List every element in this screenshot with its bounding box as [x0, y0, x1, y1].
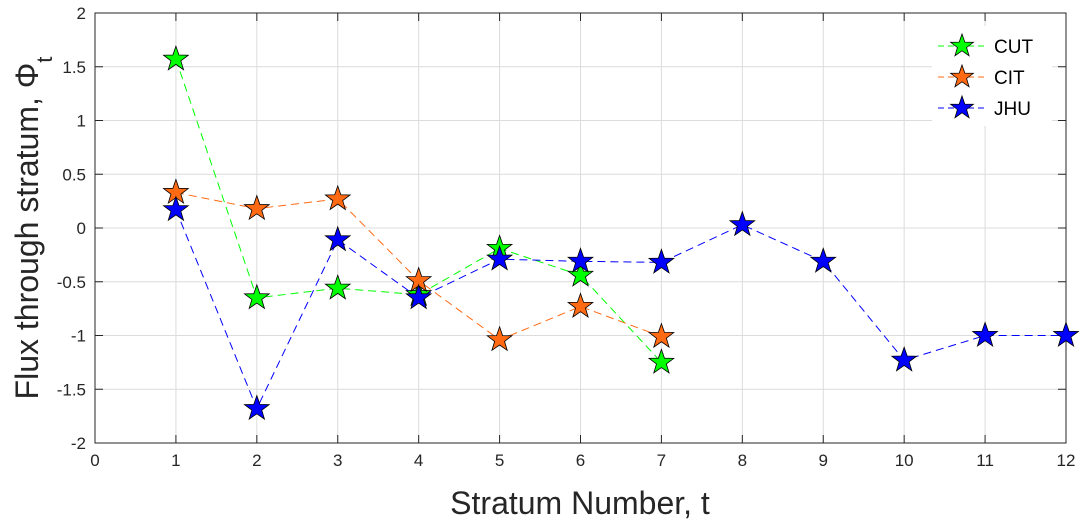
x-tick-label: 1 [171, 451, 180, 470]
star-marker [566, 292, 595, 318]
legend-label: CIT [994, 68, 1025, 89]
star-marker [647, 348, 675, 374]
x-tick-label: 9 [819, 451, 828, 470]
star-marker [1052, 321, 1080, 348]
y-tick-label: 2 [77, 4, 86, 23]
y-tick-label: 0 [77, 219, 86, 238]
legend-box [932, 26, 1052, 126]
legend-label: JHU [994, 99, 1031, 120]
star-marker [324, 184, 352, 211]
y-tick-label: -1 [71, 327, 86, 346]
x-tick-label: 6 [576, 451, 585, 470]
axes [94, 12, 1067, 444]
x-axis-title: Stratum Number, t [450, 485, 710, 521]
x-tick-label: 3 [333, 451, 342, 470]
series-line [175, 209, 1066, 410]
legend-star-icon [949, 94, 975, 119]
star-marker [243, 283, 271, 310]
star-marker [243, 394, 271, 421]
x-tick-label: 7 [657, 451, 666, 470]
star-marker [486, 244, 514, 271]
y-tick-label: -2 [71, 434, 86, 453]
series-cit [162, 178, 675, 352]
x-tick-label: 8 [738, 451, 747, 470]
star-marker [162, 45, 190, 71]
data-series [162, 45, 1080, 421]
star-marker [647, 248, 675, 274]
y-tick-label: -0.5 [57, 273, 86, 292]
star-marker [647, 322, 675, 349]
legend-label: CUT [994, 37, 1033, 58]
y-tick-label: 1.5 [62, 58, 86, 77]
star-marker [566, 247, 595, 273]
y-axis-title: Flux through stratum, Φt [9, 57, 57, 400]
plot-frame [94, 12, 1067, 444]
star-marker [971, 321, 999, 348]
star-marker [243, 194, 271, 221]
x-tick-label: 2 [252, 451, 261, 470]
y-axis-title-group: Flux through stratum, Φt [9, 57, 57, 400]
star-marker [809, 247, 837, 273]
y-axis-title-main: Flux through stratum, Φ [9, 63, 45, 400]
series-jhu [162, 195, 1080, 421]
x-tick-label: 11 [976, 451, 994, 470]
star-marker [162, 195, 190, 222]
x-tick-label: 5 [495, 451, 504, 470]
star-marker [405, 283, 433, 310]
legend-star-icon [949, 63, 975, 88]
y-tick-label: -1.5 [57, 380, 86, 399]
y-tick-label: 1 [77, 112, 86, 131]
x-tick-label: 4 [414, 451, 423, 470]
star-marker [324, 225, 352, 252]
legend: CUT CIT JHU [932, 26, 1052, 126]
y-axis-title-subscript: t [32, 57, 57, 63]
y-tick-label: 0.5 [62, 165, 86, 184]
x-tick-label: 10 [895, 451, 914, 470]
star-marker [890, 346, 918, 372]
star-marker [566, 261, 595, 287]
legend-star-icon [949, 32, 975, 57]
legend-item-cit: CIT [938, 63, 1025, 89]
star-marker [324, 273, 352, 300]
x-tick-label: 0 [90, 451, 99, 470]
y-tick-labels: 2 1.5 1 0.5 0 -0.5 -1 -1.5 -2 [57, 4, 86, 453]
star-marker [728, 210, 756, 237]
x-tick-labels: 0 1 2 3 4 5 6 7 8 9 10 11 12 [90, 451, 1075, 470]
legend-item-jhu: JHU [938, 94, 1031, 120]
star-marker [486, 325, 514, 352]
legend-item-cut: CUT [938, 32, 1033, 58]
x-tick-label: 12 [1057, 451, 1076, 470]
